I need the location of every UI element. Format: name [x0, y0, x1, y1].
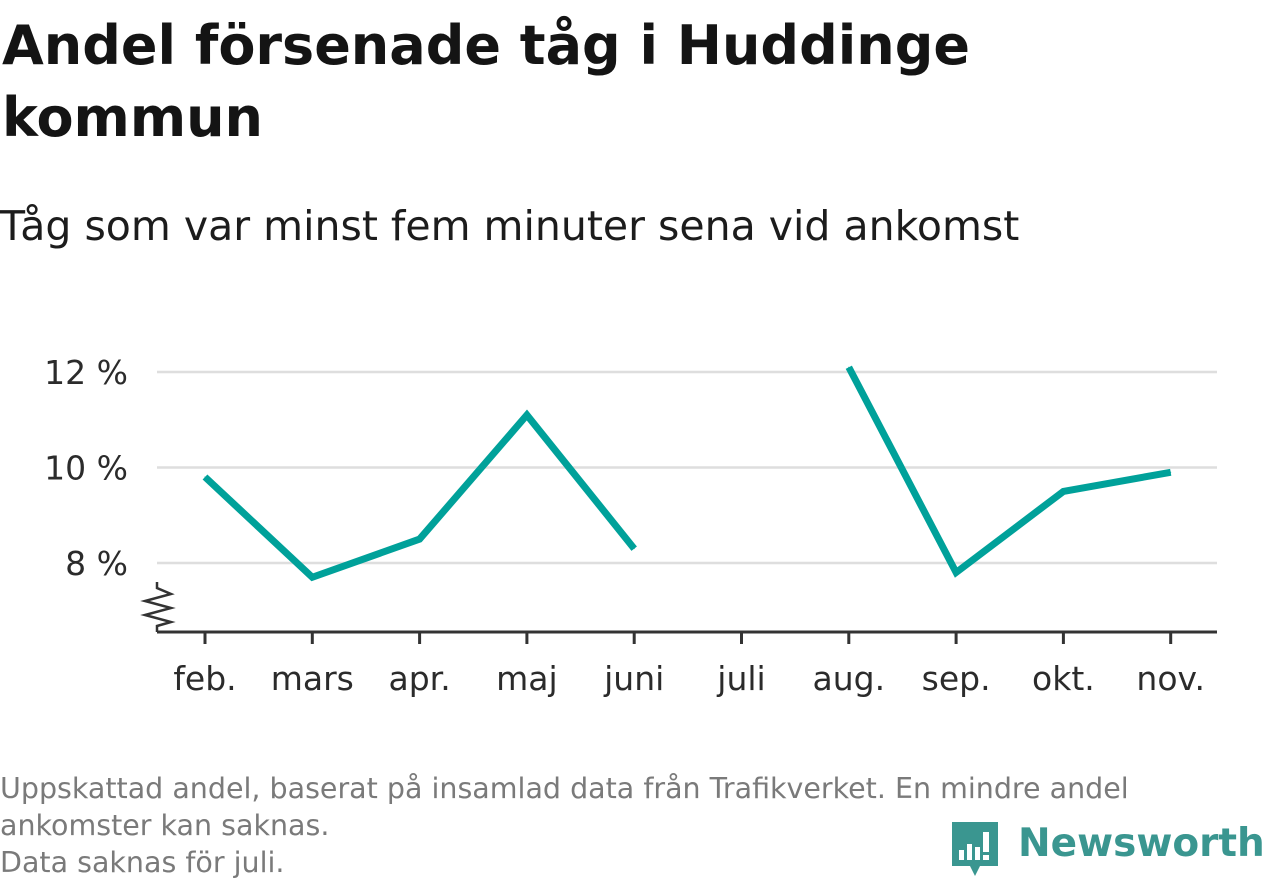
source-note-line-2: ankomster kan saknas. [0, 809, 330, 842]
brand-name: Newsworthy [1018, 821, 1262, 866]
y-tick-label: 10 % [44, 449, 128, 488]
data-point [419, 538, 421, 540]
x-tick-label: feb. [173, 659, 236, 698]
series-line [202, 409, 637, 582]
chart-subtitle: Tåg som var minst fem minuter sena vid a… [0, 202, 1020, 250]
source-note-line-1: Uppskattad andel, baserat på insamlad da… [0, 772, 1129, 805]
newsworthy-logo-icon [952, 822, 998, 876]
x-tick-label: okt. [1032, 659, 1095, 698]
data-point [204, 476, 206, 478]
x-tick-label: juli [716, 659, 765, 698]
data-point [848, 366, 850, 368]
data-point [955, 572, 957, 574]
chart-footer: Uppskattad andel, baserat på insamlad da… [0, 770, 1250, 881]
missing-data-note: Data saknas för juli. [0, 846, 285, 879]
x-tick-label: maj [496, 659, 558, 698]
x-tick-label: apr. [388, 659, 450, 698]
x-tick-label: juni [603, 659, 664, 698]
y-tick-label: 12 % [44, 353, 128, 392]
x-tick-label: aug. [813, 659, 886, 698]
data-point [526, 414, 528, 416]
series-line [845, 365, 1172, 578]
data-point [1062, 490, 1064, 492]
x-tick-label: mars [271, 659, 354, 698]
newsworthy-brand: Newsworthy [950, 818, 1262, 876]
y-tick-label: 8 % [65, 544, 128, 583]
x-tick-label: sep. [922, 659, 991, 698]
axis-break-marker [140, 582, 176, 632]
data-point [1170, 471, 1172, 473]
x-tick-label: nov. [1136, 659, 1205, 698]
data-point [633, 548, 635, 550]
chart-title: Andel försenade tåg i Huddinge kommun [2, 14, 970, 149]
data-point [311, 576, 313, 578]
